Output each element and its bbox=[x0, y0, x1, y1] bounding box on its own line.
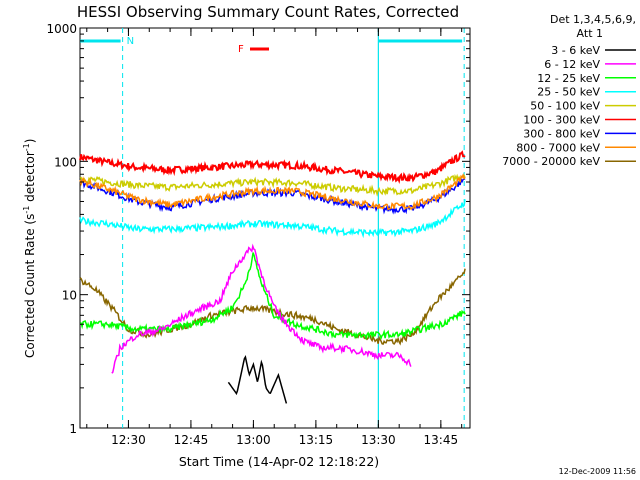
y-tick-label: 1000 bbox=[46, 22, 77, 36]
series-line bbox=[79, 199, 466, 239]
y-axis-label: Corrected Count Rate (s-1 detector-1) bbox=[22, 139, 37, 358]
chart-title: HESSI Observing Summary Count Rates, Cor… bbox=[77, 3, 459, 21]
legend-item-label: 25 - 50 keV bbox=[537, 86, 600, 99]
legend-header-attenuator: Att 1 bbox=[577, 27, 603, 40]
x-axis-label: Start Time (14-Apr-02 12:18:22) bbox=[179, 454, 379, 469]
series-line bbox=[79, 176, 466, 215]
series-line bbox=[227, 355, 288, 404]
series-line bbox=[79, 173, 466, 197]
series-line bbox=[111, 243, 412, 374]
plot-frame bbox=[79, 27, 471, 429]
legend-item-label: 7000 - 20000 keV bbox=[502, 155, 600, 168]
legend-item-label: 300 - 800 keV bbox=[523, 127, 600, 140]
legend-item-label: 3 - 6 keV bbox=[551, 44, 600, 57]
legend-item-label: 12 - 25 keV bbox=[537, 72, 600, 85]
data-series bbox=[79, 150, 466, 404]
legend-item-label: 6 - 12 keV bbox=[544, 58, 600, 71]
footer-timestamp: 12-Dec-2009 11:56 bbox=[559, 467, 636, 476]
legend-header-detectors: Det 1,3,4,5,6,9, bbox=[550, 13, 636, 26]
x-axis-ticks: 12:30 12:45 13:00 13:15 13:30 13:45 bbox=[86, 28, 463, 447]
y-tick-label: 10 bbox=[62, 289, 77, 303]
x-tick-label: 13:00 bbox=[236, 433, 271, 447]
x-tick-label: 12:30 bbox=[111, 433, 146, 447]
legend-item-label: 50 - 100 keV bbox=[530, 100, 600, 113]
y-tick-label: 100 bbox=[54, 155, 77, 169]
flare-label: F bbox=[238, 44, 244, 55]
series-line bbox=[79, 252, 466, 341]
legend-item-label: 800 - 7000 keV bbox=[516, 141, 600, 154]
flare-marker: F bbox=[238, 44, 269, 55]
y-axis-ticks: 1 10 100 1000 bbox=[46, 22, 470, 436]
legend-item-label: 100 - 300 keV bbox=[523, 114, 600, 127]
x-tick-label: 12:45 bbox=[174, 433, 209, 447]
series-line bbox=[79, 150, 466, 184]
x-tick-label: 13:15 bbox=[299, 433, 334, 447]
x-tick-label: 13:45 bbox=[424, 433, 459, 447]
series-line bbox=[79, 173, 466, 211]
y-tick-label: 1 bbox=[69, 422, 77, 436]
x-tick-label: 13:30 bbox=[361, 433, 396, 447]
night-label: N bbox=[127, 36, 134, 47]
plot-area: N F bbox=[79, 27, 471, 429]
